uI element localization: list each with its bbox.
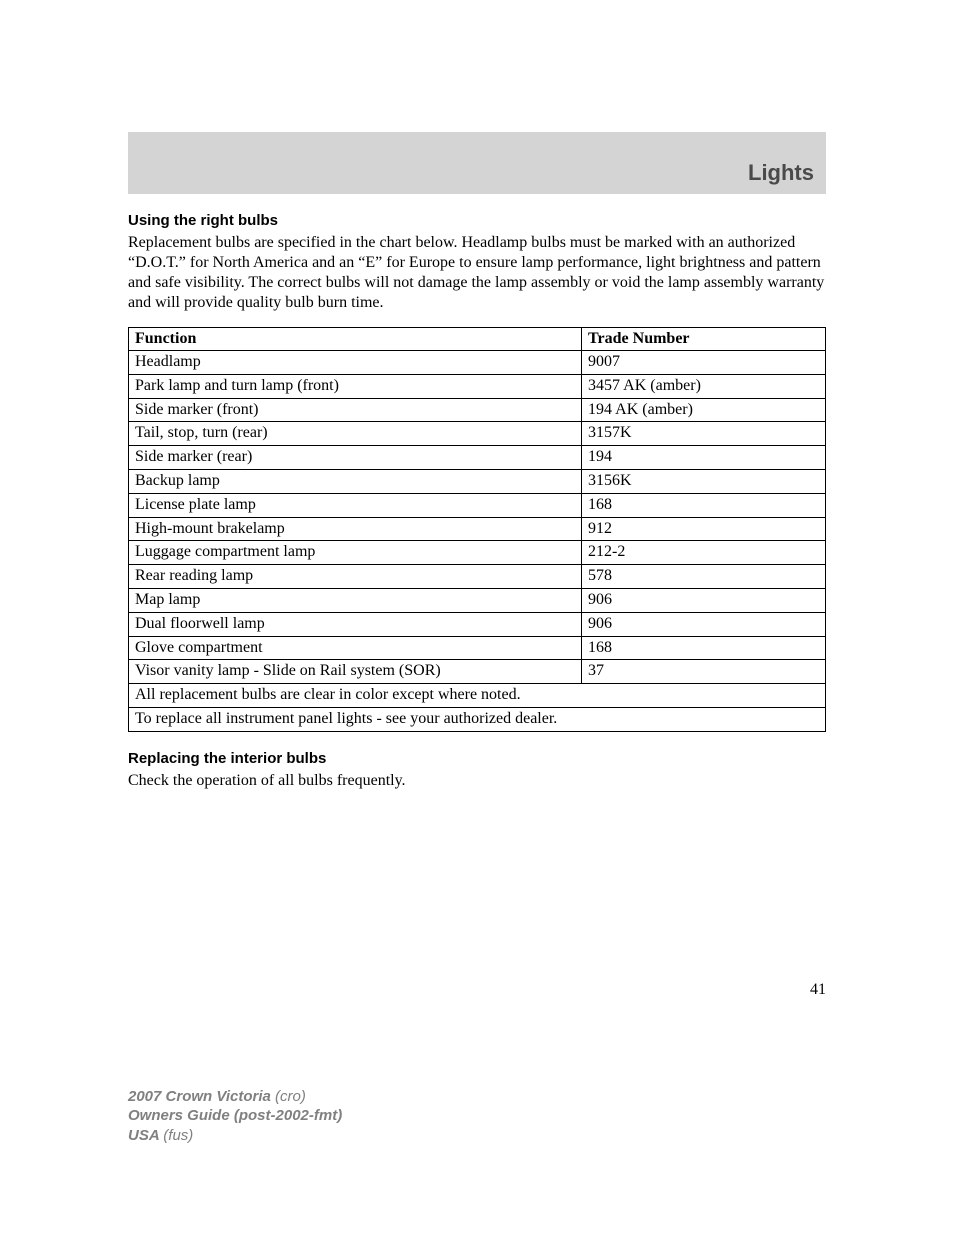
section-header-bar: Lights [128,132,826,194]
table-note-row: To replace all instrument panel lights -… [129,707,826,731]
table-row: Glove compartment168 [129,636,826,660]
table-row: Headlamp9007 [129,351,826,375]
table-header-row: Function Trade Number [129,328,826,351]
table-row: Luggage compartment lamp212-2 [129,541,826,565]
bulb-specification-table: Function Trade Number Headlamp9007Park l… [128,327,826,732]
table-row: Map lamp906 [129,588,826,612]
cell-function: License plate lamp [129,493,582,517]
column-header-function: Function [129,328,582,351]
cell-function: High-mount brakelamp [129,517,582,541]
cell-trade-number: 168 [582,636,826,660]
table-row: Side marker (rear)194 [129,446,826,470]
cell-function: Map lamp [129,588,582,612]
document-footer: 2007 Crown Victoria (cro) Owners Guide (… [128,1087,342,1146]
cell-function: Park lamp and turn lamp (front) [129,374,582,398]
cell-trade-number: 912 [582,517,826,541]
section-title: Lights [748,160,814,186]
footer-line-guide: Owners Guide (post-2002-fmt) [128,1106,342,1126]
cell-trade-number: 906 [582,588,826,612]
table-row: Visor vanity lamp - Slide on Rail system… [129,660,826,684]
subsection-heading-interior: Replacing the interior bulbs [128,750,826,767]
interior-paragraph: Check the operation of all bulbs frequen… [128,771,826,791]
cell-trade-number: 3457 AK (amber) [582,374,826,398]
cell-function: Tail, stop, turn (rear) [129,422,582,446]
manual-page: Lights Using the right bulbs Replacement… [0,0,954,1235]
cell-trade-number: 212-2 [582,541,826,565]
cell-function: Luggage compartment lamp [129,541,582,565]
table-row: High-mount brakelamp912 [129,517,826,541]
table-row: Side marker (front)194 AK (amber) [129,398,826,422]
cell-trade-number: 578 [582,565,826,589]
table-note-cell: All replacement bulbs are clear in color… [129,684,826,708]
footer-line-region: USA (fus) [128,1126,342,1146]
table-row: Dual floorwell lamp906 [129,612,826,636]
cell-function: Visor vanity lamp - Slide on Rail system… [129,660,582,684]
table-row: Tail, stop, turn (rear)3157K [129,422,826,446]
cell-trade-number: 906 [582,612,826,636]
cell-trade-number: 37 [582,660,826,684]
intro-paragraph: Replacement bulbs are specified in the c… [128,233,826,313]
cell-function: Rear reading lamp [129,565,582,589]
table-row: Rear reading lamp578 [129,565,826,589]
cell-function: Headlamp [129,351,582,375]
footer-line-model: 2007 Crown Victoria (cro) [128,1087,342,1107]
table-row: License plate lamp168 [129,493,826,517]
subsection-heading-bulbs: Using the right bulbs [128,212,826,229]
cell-trade-number: 194 AK (amber) [582,398,826,422]
cell-function: Dual floorwell lamp [129,612,582,636]
table-note-cell: To replace all instrument panel lights -… [129,707,826,731]
cell-trade-number: 3156K [582,469,826,493]
table-note-row: All replacement bulbs are clear in color… [129,684,826,708]
table-row: Park lamp and turn lamp (front)3457 AK (… [129,374,826,398]
page-number: 41 [128,981,826,999]
cell-function: Glove compartment [129,636,582,660]
cell-trade-number: 194 [582,446,826,470]
cell-function: Backup lamp [129,469,582,493]
cell-function: Side marker (rear) [129,446,582,470]
table-row: Backup lamp3156K [129,469,826,493]
cell-function: Side marker (front) [129,398,582,422]
cell-trade-number: 168 [582,493,826,517]
cell-trade-number: 3157K [582,422,826,446]
cell-trade-number: 9007 [582,351,826,375]
column-header-trade-number: Trade Number [582,328,826,351]
